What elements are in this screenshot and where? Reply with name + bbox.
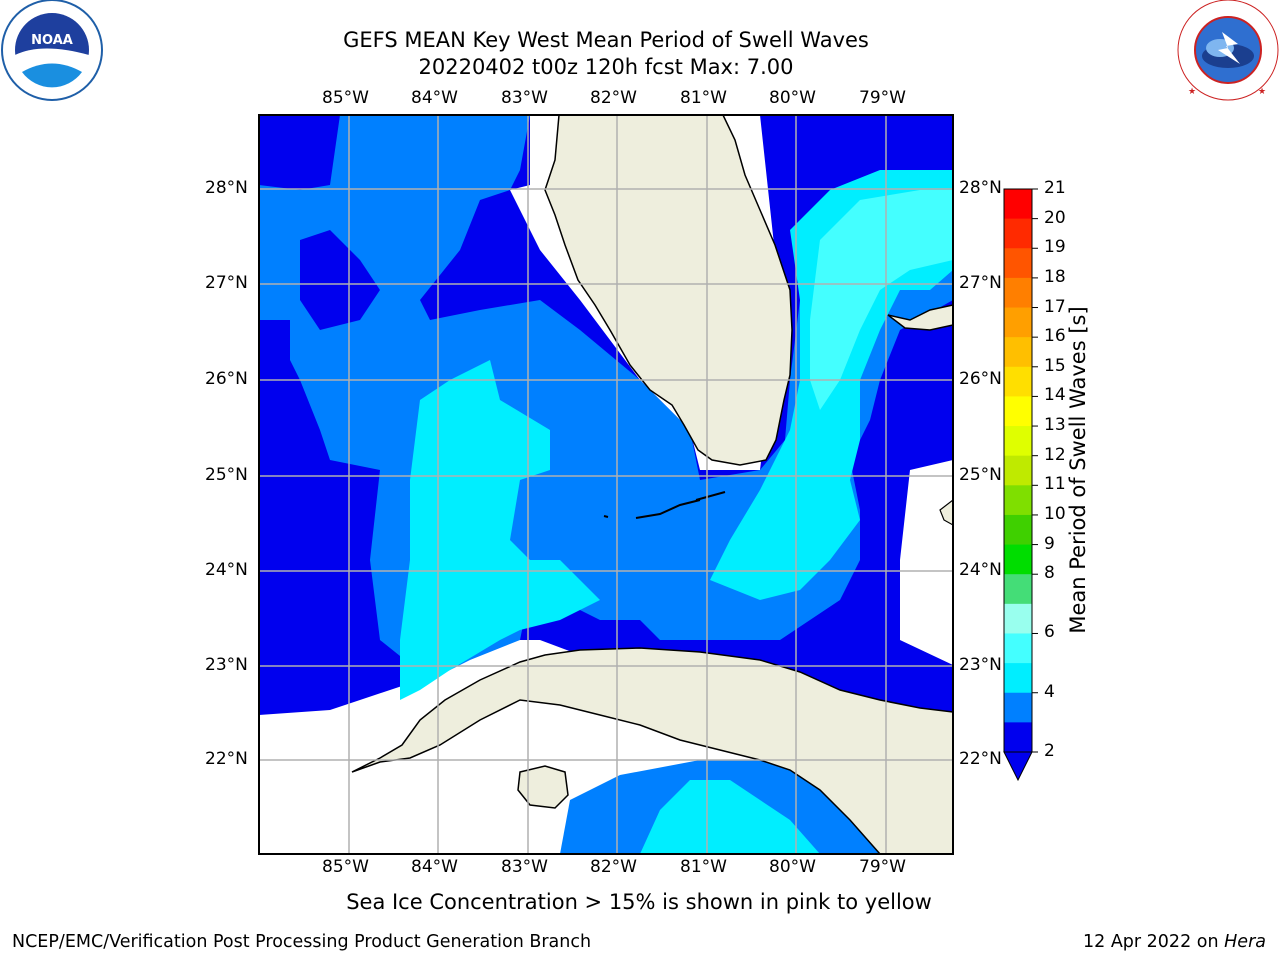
colorbar-swatch [1004, 692, 1032, 723]
colorbar-swatch [1004, 663, 1032, 694]
colorbar-swatch [1004, 426, 1032, 457]
colorbar-tick-label: 15 [1044, 355, 1066, 376]
footer-date-text: 12 Apr 2022 on [1083, 932, 1225, 952]
colorbar-swatch [1004, 248, 1032, 279]
footer-credit: NCEP/EMC/Verification Post Processing Pr… [12, 932, 592, 952]
colorbar-tick-label: 4 [1044, 681, 1055, 702]
lat-label: 22°N [959, 749, 1002, 769]
lon-label: 85°W [322, 88, 369, 108]
svg-text:★: ★ [1188, 87, 1196, 97]
lat-label: 28°N [205, 178, 248, 198]
chart-subtitle: 20220402 t00z 120h fcst Max: 7.00 [418, 55, 794, 79]
swell-band-4-6-b [300, 230, 380, 330]
colorbar-swatch [1004, 366, 1032, 397]
colorbar-swatch [1004, 633, 1032, 664]
florida-land [544, 115, 793, 466]
colorbar-swatch [1004, 455, 1032, 486]
lon-label: 79°W [859, 88, 906, 108]
colorbar-tick-label: 8 [1044, 563, 1055, 584]
colorbar-tick-label: 2 [1044, 741, 1055, 761]
lat-label: 28°N [959, 178, 1002, 198]
colorbar-swatch [1004, 307, 1032, 338]
colorbar-tick-label: 10 [1044, 503, 1066, 524]
isle-of-youth-land [517, 765, 569, 809]
lon-label: 82°W [590, 88, 637, 108]
map-frame [258, 114, 954, 855]
footer-date: 12 Apr 2022 on Hera [1083, 932, 1266, 952]
svg-text:★: ★ [1258, 87, 1266, 97]
colorbar-tick-label: 14 [1044, 385, 1066, 406]
colorbar-label: Mean Period of Swell Waves [s] [1066, 306, 1090, 634]
lon-label: 84°W [411, 857, 458, 877]
andros-land [939, 499, 953, 526]
colorbar-swatch [1004, 189, 1032, 220]
swell-band-6-8-west [400, 360, 600, 700]
colorbar-tick-label: 13 [1044, 415, 1066, 436]
colorbar-tick-label: 12 [1044, 444, 1066, 465]
colorbar-swatch [1004, 514, 1032, 546]
lat-label: 23°N [205, 655, 248, 675]
colorbar-swatch [1004, 722, 1032, 753]
colorbar-tick-label: 19 [1044, 237, 1066, 258]
lat-label: 27°N [959, 273, 1002, 293]
lat-label: 25°N [959, 465, 1002, 485]
colorbar-swatch [1004, 277, 1032, 309]
colorbar-swatch [1004, 485, 1032, 516]
lon-label: 81°W [680, 88, 727, 108]
lon-label: 85°W [322, 857, 369, 877]
lon-label: 80°W [769, 88, 816, 108]
colorbar-frame [1003, 188, 1033, 753]
swell-band-8-9 [810, 190, 953, 410]
chart-title: GEFS MEAN Key West Mean Period of Swell … [343, 28, 869, 52]
noaa-logo: NOAA [1, 0, 103, 101]
nws-logo: ★ ★ [1177, 0, 1279, 101]
colorbar-tick-label: 18 [1044, 266, 1066, 287]
lon-label: 82°W [590, 857, 637, 877]
colorbar-tick-label: 6 [1044, 622, 1055, 643]
colorbar-swatch [1004, 574, 1032, 605]
lat-label: 26°N [959, 369, 1002, 389]
colorbar-tick-label: 11 [1044, 474, 1066, 495]
swell-band-6-8-south [640, 780, 820, 854]
colorbar-swatch [1004, 337, 1032, 368]
colorbar-tick-label: 16 [1044, 326, 1066, 347]
colorbar-tick-label: 17 [1044, 296, 1066, 317]
colorbar-tick-label: 20 [1044, 207, 1066, 228]
lon-label: 81°W [680, 857, 727, 877]
lon-label: 80°W [769, 857, 816, 877]
lat-label: 24°N [959, 560, 1002, 580]
noaa-logo-text: NOAA [31, 33, 73, 48]
florida-keys [603, 491, 726, 519]
colorbar-tick-label: 9 [1044, 533, 1055, 554]
cuba-land [351, 647, 953, 854]
colorbar-swatch [1004, 544, 1032, 575]
colorbar-extend-arrow [1003, 751, 1033, 782]
lon-label: 83°W [501, 857, 548, 877]
sea-ice-caption: Sea Ice Concentration > 15% is shown in … [346, 890, 932, 914]
colorbar-tick-label: 21 [1044, 178, 1066, 198]
colorbar-swatch [1004, 396, 1032, 427]
colorbar [1003, 188, 1038, 782]
lat-label: 22°N [205, 749, 248, 769]
lon-label: 84°W [411, 88, 458, 108]
footer-host: Hera [1224, 932, 1266, 952]
bahamas-land [887, 304, 953, 331]
graticule [259, 115, 953, 854]
lon-label: 83°W [501, 88, 548, 108]
lat-label: 23°N [959, 655, 1002, 675]
colorbar-swatch [1004, 218, 1032, 249]
lat-label: 25°N [205, 465, 248, 485]
lat-label: 26°N [205, 369, 248, 389]
lat-label: 27°N [205, 273, 248, 293]
lon-label: 79°W [859, 857, 906, 877]
lat-label: 24°N [205, 560, 248, 580]
colorbar-swatch [1004, 603, 1032, 634]
